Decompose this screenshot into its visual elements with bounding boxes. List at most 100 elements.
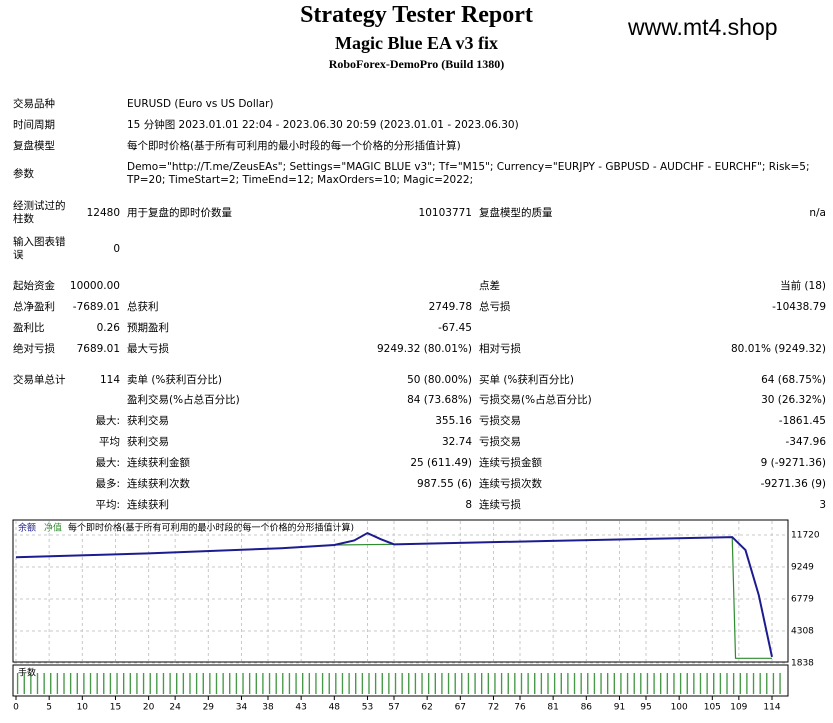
y-tick-label: 1838 xyxy=(791,659,814,669)
x-tick-label: 109 xyxy=(730,703,747,713)
row-c3: 最大亏损 xyxy=(127,342,169,355)
row-c6: 80.01% (9249.32) xyxy=(731,342,826,355)
row-c5: 复盘模型的质量 xyxy=(479,206,553,219)
x-tick-label: 15 xyxy=(110,703,121,713)
row-c5: 亏损交易 xyxy=(479,414,521,427)
row-c4: 987.55 (6) xyxy=(417,477,472,490)
x-tick-label: 86 xyxy=(581,703,593,713)
row-c5: 相对亏损 xyxy=(479,342,521,355)
row-c6: 9 (-9271.36) xyxy=(760,456,826,469)
series-line xyxy=(15,531,773,658)
x-tick-label: 0 xyxy=(13,703,19,713)
row-c1: 参数 xyxy=(13,167,34,180)
x-tick-label: 57 xyxy=(388,703,399,713)
row-c2: 最大: xyxy=(95,414,120,427)
x-tick-label: 95 xyxy=(640,703,651,713)
row-c2: 0.26 xyxy=(96,321,120,334)
row-c2: 平均 xyxy=(99,435,120,448)
row-c1: 输入图表错误 xyxy=(13,236,66,261)
x-tick-label: 91 xyxy=(614,703,625,713)
x-tick-label: 76 xyxy=(514,703,526,713)
row-c5: 连续亏损金额 xyxy=(479,456,542,469)
x-tick-label: 62 xyxy=(421,703,432,713)
x-tick-label: 67 xyxy=(455,703,466,713)
row-c6: 64 (68.75%) xyxy=(761,373,826,386)
row-c5: 买单 (%获利百分比) xyxy=(479,373,575,386)
x-tick-label: 43 xyxy=(295,703,306,713)
y-tick-label: 9249 xyxy=(791,563,814,573)
x-tick-label: 53 xyxy=(362,703,373,713)
x-tick-label: 5 xyxy=(46,703,52,713)
row-c6: 当前 (18) xyxy=(780,279,826,292)
row-c5: 连续亏损 xyxy=(479,498,521,511)
row-c3: EURUSD (Euro vs US Dollar) xyxy=(127,97,274,110)
row-c3: Demo="http://T.me/ZeusEAs"; Settings="MA… xyxy=(127,161,810,186)
watermark: www.mt4.shop xyxy=(628,14,778,40)
volume-bars xyxy=(15,673,786,694)
x-tick-label: 38 xyxy=(262,703,274,713)
row-c1: 时间周期 xyxy=(13,118,55,131)
row-c4: 10103771 xyxy=(418,206,472,219)
x-tick-label: 20 xyxy=(143,703,155,713)
row-c3: 获利交易 xyxy=(127,414,169,427)
x-tick-label: 105 xyxy=(704,703,721,713)
row-c2: -7689.01 xyxy=(72,300,120,313)
x-tick-label: 81 xyxy=(547,703,558,713)
row-c3: 15 分钟图 2023.01.01 22:04 - 2023.06.30 20:… xyxy=(127,118,519,131)
row-c4: 355.16 xyxy=(435,414,472,427)
row-c3: 预期盈利 xyxy=(127,321,169,334)
row-c5: 亏损交易 xyxy=(479,435,521,448)
row-c6: -347.96 xyxy=(785,435,826,448)
row-c5: 总亏损 xyxy=(479,300,511,313)
row-c1: 起始资金 xyxy=(13,279,55,292)
row-c1: 盈利比 xyxy=(13,321,45,334)
row-c4: 8 xyxy=(465,498,472,511)
row-c2: 0 xyxy=(113,242,120,255)
row-c1: 交易单总计 xyxy=(13,373,66,386)
row-c6: 30 (26.32%) xyxy=(761,393,826,406)
x-tick-label: 100 xyxy=(671,703,688,713)
row-c3: 总获利 xyxy=(127,300,159,313)
row-c4: 84 (73.68%) xyxy=(407,393,472,406)
row-c1: 复盘模型 xyxy=(13,139,55,152)
row-c2: 平均: xyxy=(95,498,120,511)
row-c2: 12480 xyxy=(86,206,120,219)
x-tick-label: 72 xyxy=(488,703,499,713)
row-c2: 10000.00 xyxy=(69,279,120,292)
row-c6: -10438.79 xyxy=(772,300,826,313)
title: Strategy Tester Report xyxy=(300,2,533,28)
row-c2: 7689.01 xyxy=(76,342,120,355)
row-c6: 3 xyxy=(819,498,826,511)
row-c4: 9249.32 (80.01%) xyxy=(377,342,472,355)
row-c5: 亏损交易(%占总百分比) xyxy=(479,393,592,406)
x-tick-label: 29 xyxy=(203,703,215,713)
row-c1: 经测试过的柱数 xyxy=(13,200,66,225)
row-c3: 连续获利 xyxy=(127,498,169,511)
row-c3: 连续获利次数 xyxy=(127,477,190,490)
x-tick-label: 24 xyxy=(169,703,181,713)
x-tick-label: 48 xyxy=(329,703,341,713)
chart-frame xyxy=(12,519,789,663)
row-c5: 点差 xyxy=(479,279,500,292)
legend-balance: 余额 xyxy=(18,522,36,534)
row-c4: 25 (611.49) xyxy=(410,456,472,469)
row-c1: 交易品种 xyxy=(13,97,55,110)
legend-model: 每个即时价格(基于所有可利用的最小时段的每一个价格的分形插值计算) xyxy=(68,522,354,534)
row-c5: 连续亏损次数 xyxy=(479,477,542,490)
row-c3: 卖单 (%获利百分比) xyxy=(127,373,223,386)
y-tick-label: 11720 xyxy=(791,531,820,541)
row-c4: 2749.78 xyxy=(428,300,472,313)
x-tick-label: 10 xyxy=(77,703,89,713)
y-tick-label: 4308 xyxy=(791,627,814,637)
x-tick-label: 34 xyxy=(236,703,248,713)
x-tick-label: 114 xyxy=(763,703,780,713)
row-c6: n/a xyxy=(809,206,826,219)
row-c4: -67.45 xyxy=(438,321,472,334)
server: RoboForex-DemoPro (Build 1380) xyxy=(328,57,505,71)
y-tick-label: 6779 xyxy=(791,595,814,605)
row-c2: 最多: xyxy=(95,477,120,490)
row-c3: 获利交易 xyxy=(127,435,169,448)
row-c1: 总净盈利 xyxy=(13,300,55,313)
